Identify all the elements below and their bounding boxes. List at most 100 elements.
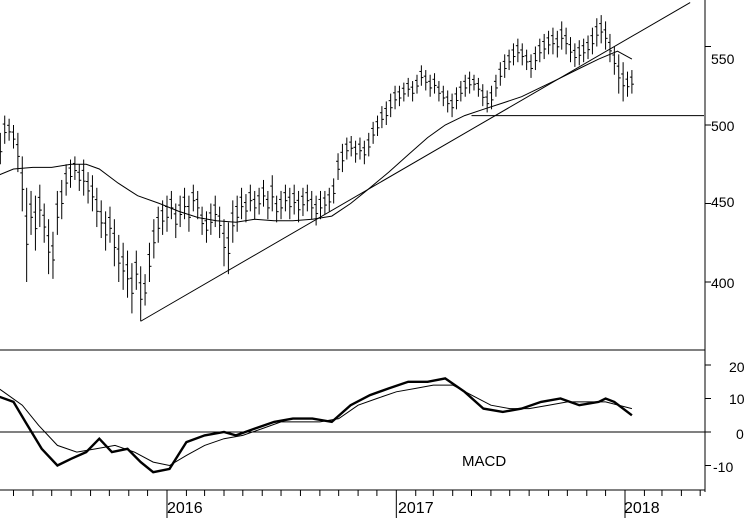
ohlc-bar bbox=[419, 65, 424, 86]
ohlc-bar bbox=[270, 175, 275, 212]
ohlc-bar bbox=[309, 190, 314, 220]
ohlc-bar bbox=[375, 115, 380, 136]
ohlc-bar bbox=[393, 85, 398, 110]
ohlc-bar bbox=[46, 219, 51, 275]
macd-label: MACD bbox=[462, 453, 506, 470]
price-panel bbox=[0, 2, 704, 322]
ohlc-bar bbox=[353, 140, 358, 163]
ohlc-bar bbox=[134, 250, 139, 290]
ohlc-bar bbox=[129, 263, 134, 314]
ohlc-bar bbox=[204, 211, 209, 243]
ohlc-bar bbox=[397, 85, 402, 107]
year-label-2017: 2017 bbox=[398, 500, 434, 517]
ohlc-bar bbox=[107, 206, 112, 243]
ohlc-bar bbox=[629, 70, 634, 94]
ohlc-bar bbox=[222, 219, 227, 267]
ohlc-bar bbox=[160, 200, 165, 235]
ohlc-bar bbox=[384, 101, 389, 125]
ohlc-bar bbox=[371, 121, 376, 144]
ohlc-bar bbox=[300, 187, 305, 217]
year-label-2016: 2016 bbox=[167, 500, 203, 517]
ohlc-bar bbox=[568, 37, 573, 63]
ohlc-bar bbox=[208, 203, 213, 235]
ohlc-bar bbox=[296, 190, 301, 223]
ohlc-bar bbox=[169, 190, 174, 220]
price-axis-ticks: 550 500 450 400 bbox=[711, 51, 735, 291]
ohlc-bar bbox=[239, 187, 244, 220]
ohlc-bar bbox=[143, 274, 148, 306]
ohlc-bar bbox=[195, 190, 200, 220]
ohlc-bar bbox=[559, 21, 564, 50]
ohlc-bar bbox=[7, 118, 12, 141]
ohlc-bar bbox=[322, 190, 327, 215]
ohlc-bar bbox=[173, 203, 178, 239]
ohlc-bar bbox=[116, 234, 121, 282]
ohlc-bar bbox=[454, 87, 459, 110]
ohlc-bar bbox=[423, 70, 428, 91]
ohlc-bar bbox=[498, 62, 503, 86]
ohlc-bar bbox=[379, 106, 384, 129]
ohlc-bar bbox=[436, 81, 441, 102]
ohlc-bar bbox=[20, 156, 25, 212]
macd-tick-label: 20 bbox=[729, 359, 745, 375]
ohlc-bar bbox=[213, 195, 218, 228]
macd-panel bbox=[0, 377, 705, 474]
ohlc-bar bbox=[344, 137, 349, 160]
ohlc-bar bbox=[50, 231, 55, 279]
ohlc-bar bbox=[151, 219, 156, 259]
ohlc-bar bbox=[458, 81, 463, 102]
ohlc-bar bbox=[243, 194, 248, 223]
ohlc-bar bbox=[86, 172, 91, 204]
ohlc-bar bbox=[11, 125, 16, 149]
ohlc-bar bbox=[235, 195, 240, 232]
ohlc-bar bbox=[68, 159, 73, 188]
ohlc-bar bbox=[191, 184, 196, 212]
ohlc-bar bbox=[99, 200, 104, 239]
ohlc-bar bbox=[279, 190, 284, 220]
ohlc-bar bbox=[590, 27, 595, 55]
ohlc-bar bbox=[410, 81, 415, 102]
ohlc-bar bbox=[0, 132, 3, 165]
ohlc-bar bbox=[165, 195, 169, 232]
ohlc-bar bbox=[472, 74, 477, 91]
ohlc-bar bbox=[463, 74, 468, 97]
price-tick-label: 500 bbox=[711, 118, 735, 134]
ohlc-bar bbox=[616, 54, 621, 94]
ohlc-bar bbox=[287, 187, 292, 220]
ohlc-bar bbox=[594, 18, 599, 47]
ohlc-bar bbox=[103, 211, 108, 251]
ohlc-bar bbox=[599, 15, 604, 44]
ohlc-bar bbox=[581, 38, 586, 63]
moving-average-line bbox=[0, 50, 633, 223]
ohlc-bar bbox=[226, 222, 231, 275]
axes-group bbox=[0, 0, 711, 492]
ohlc-bar bbox=[520, 43, 525, 66]
ohlc-bar bbox=[121, 242, 126, 290]
ohlc-bar bbox=[37, 184, 42, 228]
ohlc-bar bbox=[357, 137, 362, 160]
ohlc-bar bbox=[147, 242, 152, 282]
ohlc-bar bbox=[515, 38, 520, 63]
ohlc-bar bbox=[572, 43, 577, 67]
price-tick-label: 450 bbox=[711, 194, 735, 210]
ohlc-bar bbox=[2, 115, 7, 144]
ohlc-bar bbox=[156, 206, 161, 243]
ohlc-bar bbox=[529, 54, 534, 78]
ohlc-bar bbox=[55, 190, 60, 235]
ohlc-bar bbox=[493, 74, 498, 97]
ohlc-bar bbox=[29, 190, 34, 235]
ohlc-bar bbox=[428, 74, 433, 97]
ohlc-bar bbox=[138, 266, 143, 322]
ohlc-bar bbox=[607, 33, 612, 63]
ohlc-bar bbox=[467, 71, 472, 94]
ohlc-bar bbox=[489, 85, 494, 110]
ohlc-bar bbox=[555, 30, 560, 58]
year-label-2018: 2018 bbox=[624, 500, 660, 517]
ohlc-bar bbox=[366, 132, 371, 157]
ohlc-bar bbox=[542, 33, 547, 60]
ohlc-bar bbox=[292, 184, 297, 215]
ohlc-bar bbox=[362, 140, 367, 165]
ohlc-bar bbox=[340, 143, 345, 173]
macd-axis-ticks: 20 10 0 -10 bbox=[713, 359, 745, 475]
